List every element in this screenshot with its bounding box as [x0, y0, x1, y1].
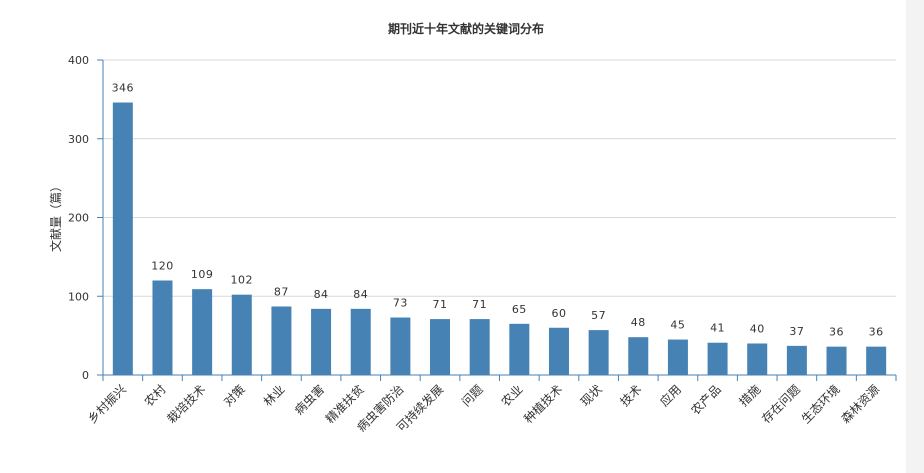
data-label: 57 [591, 309, 606, 322]
data-label: 41 [710, 322, 725, 335]
chart-title: 期刊近十年文献的关键词分布 [388, 21, 544, 36]
x-category-label: 生态环境 [798, 382, 843, 427]
bars [112, 102, 887, 376]
data-label: 84 [353, 288, 368, 301]
bar [509, 323, 530, 375]
y-tick-label: 200 [68, 212, 89, 225]
bar [548, 327, 569, 375]
bar [271, 306, 292, 375]
data-label: 84 [314, 288, 329, 301]
x-category-label: 措施 [736, 382, 763, 409]
bar [231, 294, 252, 375]
bar [112, 102, 133, 376]
x-category-label: 技术 [618, 382, 645, 409]
y-axis-ticks: 0 100 200 300 400 [68, 54, 103, 382]
bar [588, 330, 609, 375]
x-category-label: 病虫害 [291, 382, 327, 418]
x-category-label: 对策 [221, 382, 248, 409]
x-category-label: 林业 [261, 382, 288, 409]
bar [469, 319, 490, 375]
bar [866, 346, 887, 375]
y-tick-label: 100 [68, 290, 89, 303]
bar [350, 308, 371, 375]
bar [152, 280, 173, 375]
data-label: 71 [472, 298, 487, 311]
bar [628, 337, 649, 375]
y-tick-label: 0 [82, 369, 89, 382]
x-category-label: 问题 [459, 382, 486, 409]
gridlines [103, 59, 896, 297]
x-axis-categories: 乡村振兴 农村栽培技术 对策 林业 病虫害精准扶贫病虫害防治可持续发展 问题 农业种植技术现… [85, 382, 882, 435]
x-category-label: 森林资源 [838, 382, 883, 427]
data-label: 102 [231, 274, 254, 287]
bar [786, 345, 807, 375]
bar [430, 319, 451, 375]
data-label: 346 [112, 82, 135, 95]
data-label: 45 [670, 319, 685, 332]
data-label: 87 [274, 285, 289, 298]
y-tick-label: 300 [68, 133, 89, 146]
data-label: 120 [151, 260, 174, 273]
data-label: 36 [829, 326, 844, 339]
x-category-label: 现状 [578, 382, 605, 409]
bar [747, 343, 768, 375]
bar [826, 346, 847, 375]
page-edge [906, 0, 924, 473]
axes [102, 60, 897, 381]
x-category-label: 农村 [142, 382, 169, 409]
data-label: 40 [750, 323, 765, 336]
data-label: 48 [631, 316, 646, 329]
y-tick-label: 400 [68, 54, 89, 67]
y-axis-label: 文献量（篇） [48, 180, 63, 252]
x-category-label: 应用 [656, 382, 684, 410]
data-label: 71 [433, 298, 448, 311]
data-label: 73 [393, 297, 408, 310]
x-category-label: 农产品 [688, 382, 723, 417]
x-category-label: 种植技术 [521, 382, 566, 427]
bar [311, 308, 332, 375]
data-label: 36 [869, 326, 884, 339]
x-category-label: 栽培技术 [164, 382, 209, 427]
data-label: 60 [551, 307, 566, 320]
x-category-label: 农业 [499, 382, 526, 409]
data-label: 65 [512, 303, 527, 316]
data-label: 37 [789, 325, 804, 338]
x-category-label: 存在问题 [759, 382, 803, 426]
x-category-label: 乡村振兴 [85, 382, 129, 426]
bar [707, 342, 728, 375]
bar [192, 289, 213, 375]
bar [667, 339, 688, 375]
data-labels: 346 120 109 102 87 84 84 73 71 71 65 60 57 48 45 41 40 37… [112, 82, 884, 339]
bar [390, 317, 411, 375]
data-label: 109 [191, 268, 214, 281]
